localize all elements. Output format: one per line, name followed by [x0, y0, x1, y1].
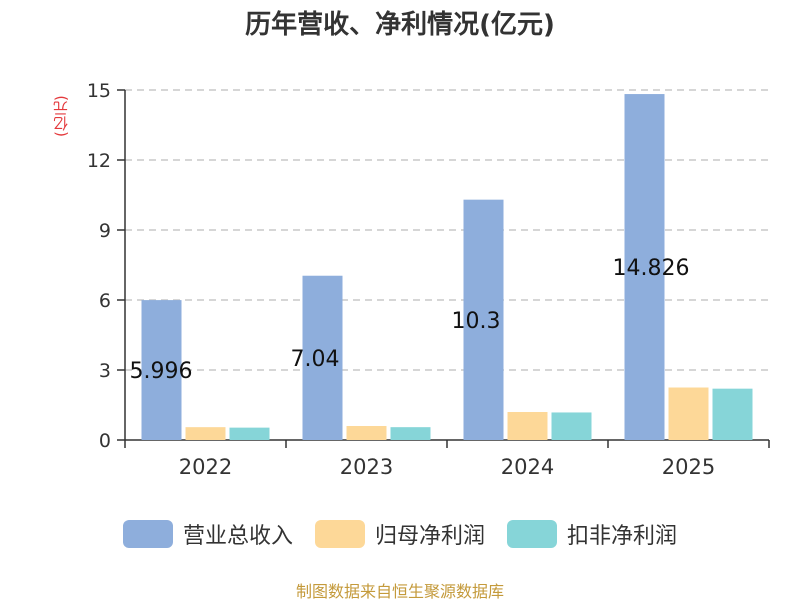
- y-tick-label: 9: [99, 220, 111, 242]
- legend-item[interactable]: 扣非净利润: [507, 518, 677, 550]
- x-tick-label: 2024: [501, 455, 554, 479]
- legend-label: 归母净利润: [374, 524, 485, 549]
- bar-2: [668, 387, 709, 440]
- bar-2: [507, 412, 548, 440]
- y-tick-label: 15: [87, 80, 111, 102]
- y-tick-label: 6: [99, 290, 111, 312]
- y-tick-label: 0: [99, 430, 111, 452]
- legend-item[interactable]: 营业总收入: [122, 518, 293, 550]
- bar-2: [185, 427, 226, 440]
- data-label: 7.04: [291, 347, 340, 372]
- source-note: 制图数据来自恒生聚源数据库: [295, 582, 504, 601]
- bar-3: [551, 412, 592, 440]
- bar-3: [229, 427, 270, 440]
- bar-1: [141, 300, 182, 440]
- chart-title: 历年营收、净利情况(亿元): [245, 10, 555, 40]
- data-labels: 5.996 7.04 10.3 14.826: [130, 256, 690, 384]
- y-ticks: 0 3 6 9 12 15: [87, 80, 770, 452]
- bars: [141, 94, 753, 440]
- legend: 营业总收入 归母净利润 扣非净利润: [0, 518, 800, 550]
- bar-3: [712, 388, 753, 440]
- legend-item[interactable]: 归母净利润: [314, 518, 485, 550]
- grid-lines: [125, 89, 769, 371]
- bar-1: [624, 94, 665, 440]
- legend-label: 营业总收入: [182, 524, 293, 549]
- data-label: 5.996: [130, 359, 193, 384]
- legend-swatch: [122, 520, 173, 548]
- y-tick-label: 12: [87, 150, 111, 172]
- bar-1: [463, 199, 504, 440]
- legend-swatch: [507, 520, 557, 548]
- bar-2: [346, 426, 387, 440]
- y-tick-label: 3: [99, 360, 111, 382]
- x-tick-label: 2022: [179, 455, 232, 479]
- legend-label: 扣非净利润: [567, 524, 678, 549]
- x-tick-label: 2023: [340, 455, 393, 479]
- bar-1: [302, 275, 343, 440]
- bar-3: [390, 427, 431, 440]
- legend-swatch: [314, 520, 365, 548]
- data-label: 14.826: [613, 256, 690, 281]
- data-label: 10.3: [452, 309, 501, 334]
- x-tick-labels: 2022 2023 2024 2025: [179, 455, 715, 479]
- x-tick-label: 2025: [662, 455, 715, 479]
